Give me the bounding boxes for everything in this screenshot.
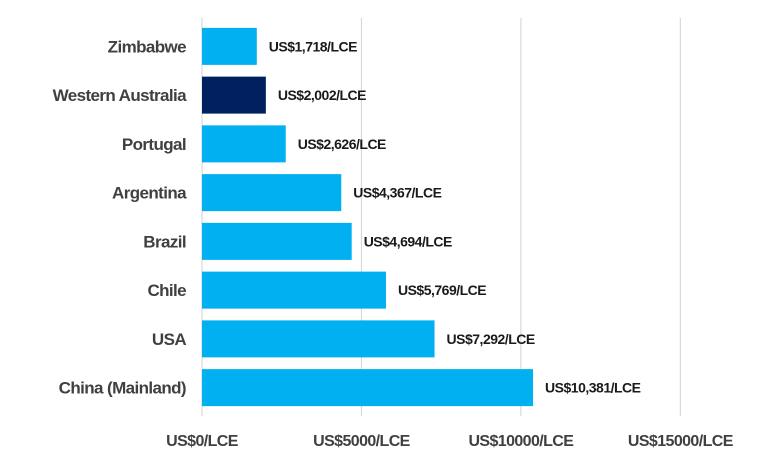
data-label-argentina: US$4,367/LCE: [353, 185, 441, 201]
data-label-portugal: US$2,626/LCE: [298, 136, 386, 152]
data-label-brazil: US$4,694/LCE: [364, 233, 452, 249]
category-label-portugal: Portugal: [122, 135, 186, 154]
x-axis-tick-labels: US$0/LCE US$5000/LCE US$10000/LCE US$15000/…: [166, 433, 734, 450]
category-label-usa: USA: [152, 330, 186, 349]
data-label-china-mainland: US$10,381/LCE: [545, 380, 641, 396]
data-label-chile: US$5,769/LCE: [398, 282, 486, 298]
category-label-zimbabwe: Zimbabwe: [108, 37, 186, 56]
x-tick-label-10000: US$10000/LCE: [468, 433, 574, 450]
bar-western-australia: [202, 76, 266, 114]
bar-usa: [202, 320, 435, 358]
category-label-brazil: Brazil: [143, 232, 186, 251]
bars: [202, 27, 534, 407]
category-label-china-mainland: China (Mainland): [59, 379, 186, 398]
bar-brazil: [202, 222, 352, 260]
category-label-western-australia: Western Australia: [53, 86, 188, 105]
bar-china-mainland: [202, 369, 534, 407]
x-tick-label-0: US$0/LCE: [166, 433, 239, 450]
data-label-western-australia: US$2,002/LCE: [278, 87, 366, 103]
x-tick-label-15000: US$15000/LCE: [628, 433, 734, 450]
bar-portugal: [202, 125, 286, 163]
data-labels: US$1,718/LCE US$2,002/LCE US$2,626/LCE US$4…: [269, 38, 641, 395]
data-label-zimbabwe: US$1,718/LCE: [269, 38, 357, 54]
bar-zimbabwe: [202, 27, 257, 65]
category-label-chile: Chile: [147, 281, 186, 300]
category-label-argentina: Argentina: [112, 184, 187, 203]
bar-chile: [202, 271, 386, 309]
x-tick-label-5000: US$5000/LCE: [313, 433, 410, 450]
bar-argentina: [202, 174, 342, 212]
category-labels: Zimbabwe Western Australia Portugal Argenti…: [53, 37, 188, 397]
data-label-usa: US$7,292/LCE: [447, 331, 535, 347]
